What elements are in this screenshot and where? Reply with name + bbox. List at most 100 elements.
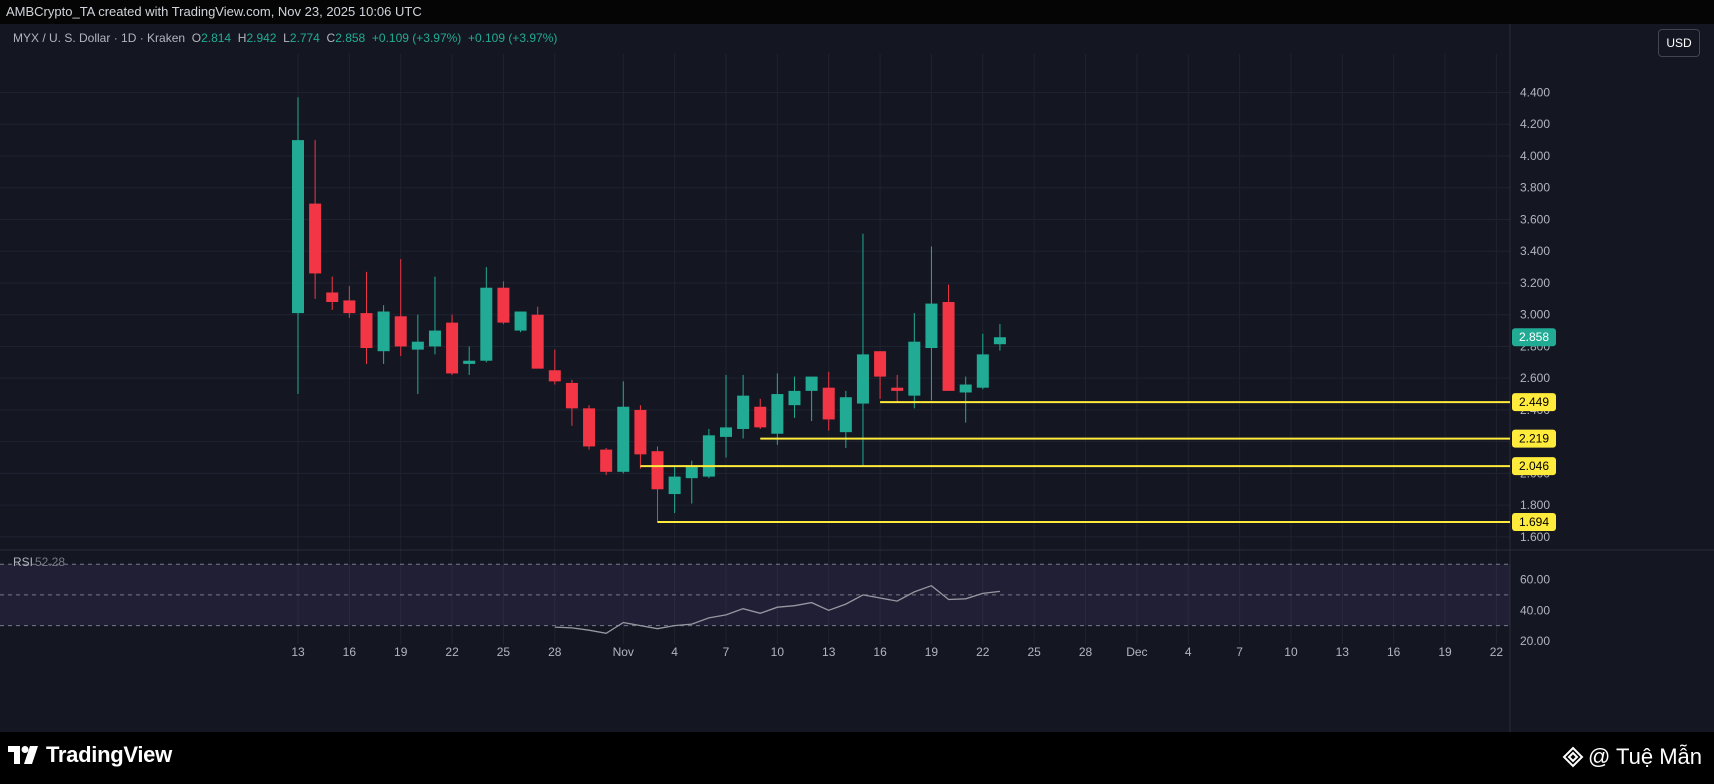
candle-body xyxy=(754,406,767,428)
rsi-tick-label: 20.00 xyxy=(1520,634,1550,648)
time-tick-label: 13 xyxy=(822,645,836,659)
time-tick-label: 19 xyxy=(925,645,939,659)
candle-body xyxy=(497,287,510,323)
tradingview-logo-icon xyxy=(8,746,38,764)
high-label: H xyxy=(237,31,247,45)
time-tick-label: 16 xyxy=(873,645,887,659)
candle-body xyxy=(394,316,407,347)
chart-panel[interactable]: 1.6001.8002.0002.2002.4002.6002.8003.000… xyxy=(0,24,1714,732)
candle-body xyxy=(446,322,459,374)
low-label: L xyxy=(283,31,290,45)
price-tick-label: 2.600 xyxy=(1520,371,1550,385)
time-tick-label: Dec xyxy=(1126,645,1147,659)
candle-body xyxy=(737,395,750,429)
candle-body xyxy=(805,376,818,391)
attribution-text: AMBCrypto_TA created with TradingView.co… xyxy=(6,4,422,19)
candle-body xyxy=(856,354,869,404)
time-tick-label: Nov xyxy=(613,645,634,659)
open-label: O xyxy=(191,31,202,45)
candle-body xyxy=(565,382,578,409)
candle-body xyxy=(411,341,424,350)
currency-button[interactable]: USD xyxy=(1658,29,1700,57)
rsi-value: 52.28 xyxy=(35,555,65,569)
candle-body xyxy=(531,314,544,369)
change-value: +0.109 (+3.97%) xyxy=(371,31,462,45)
time-tick-label: 13 xyxy=(291,645,305,659)
binance-diamond-icon xyxy=(1562,746,1584,768)
time-tick-label: 19 xyxy=(394,645,408,659)
support-level-tag xyxy=(1512,457,1556,476)
price-tick-label: 3.000 xyxy=(1520,308,1550,322)
price-tick-label: 4.000 xyxy=(1520,149,1550,163)
price-tick-label: 3.600 xyxy=(1520,212,1550,226)
current-price-label: 2.858 xyxy=(1519,330,1549,344)
candle-body xyxy=(326,292,339,302)
time-tick-label: 19 xyxy=(1438,645,1452,659)
candle-body xyxy=(360,313,373,349)
price-tick-label: 3.400 xyxy=(1520,244,1550,258)
price-tick-label: 4.200 xyxy=(1520,117,1550,131)
low-value: 2.774 xyxy=(289,31,320,45)
time-tick-label: 10 xyxy=(1284,645,1298,659)
price-tick-label: 4.400 xyxy=(1520,86,1550,100)
candle-body xyxy=(788,390,801,406)
candle-body xyxy=(771,394,784,434)
support-level-label: 2.219 xyxy=(1519,432,1549,446)
time-tick-label: 16 xyxy=(1387,645,1401,659)
open-value: 2.814 xyxy=(201,31,232,45)
candle-body xyxy=(891,387,904,391)
candle-body xyxy=(377,311,390,352)
candle-body xyxy=(583,408,596,447)
candle-body xyxy=(702,435,715,477)
tradingview-logo-text: TradingView xyxy=(46,742,172,767)
time-tick-label: 25 xyxy=(497,645,511,659)
candle-body xyxy=(668,476,681,495)
price-tick-label: 1.800 xyxy=(1520,498,1550,512)
candle-body xyxy=(548,370,561,382)
author-watermark: @ Tuệ Mẫn xyxy=(1562,744,1702,770)
rsi-tick-label: 60.00 xyxy=(1520,573,1550,587)
candle-body xyxy=(720,427,732,437)
time-tick-label: 28 xyxy=(548,645,562,659)
current-price-tag xyxy=(1512,328,1556,347)
price-tick-label: 3.200 xyxy=(1520,276,1550,290)
price-tick-label: 3.800 xyxy=(1520,181,1550,195)
time-tick-label: 10 xyxy=(771,645,785,659)
close-label: C xyxy=(326,31,336,45)
price-chart[interactable]: 1.6001.8002.0002.2002.4002.6002.8003.000… xyxy=(0,24,1714,732)
support-level-label: 2.449 xyxy=(1519,395,1549,409)
candle-body xyxy=(925,303,938,349)
candle-body xyxy=(993,337,1006,345)
candle-body xyxy=(634,409,647,455)
support-level-label: 2.046 xyxy=(1519,459,1549,473)
time-tick-label: 4 xyxy=(1185,645,1192,659)
change-percent-value: +0.109 (+3.97%) xyxy=(467,31,558,45)
candle-body xyxy=(514,311,527,331)
price-tick-label: 1.600 xyxy=(1520,530,1550,544)
candle-body xyxy=(908,341,921,396)
footer: TradingView @ Tuệ Mẫn xyxy=(0,732,1714,784)
candle-body xyxy=(685,467,698,479)
candle-body xyxy=(600,449,613,472)
candle-body xyxy=(651,451,664,490)
candle-body xyxy=(617,406,630,472)
time-tick-label: 13 xyxy=(1336,645,1350,659)
high-value: 2.942 xyxy=(246,31,277,45)
support-level-label: 1.694 xyxy=(1519,515,1549,529)
support-level-tag xyxy=(1512,429,1556,448)
support-level-tag xyxy=(1512,393,1556,412)
time-tick-label: 16 xyxy=(343,645,357,659)
candle-body xyxy=(839,397,852,433)
candle-body xyxy=(292,140,304,314)
candle-body xyxy=(309,203,322,274)
time-tick-label: 4 xyxy=(671,645,678,659)
time-tick-label: 22 xyxy=(976,645,990,659)
tradingview-logo[interactable]: TradingView xyxy=(8,742,172,768)
time-tick-label: 22 xyxy=(445,645,459,659)
time-tick-label: 25 xyxy=(1027,645,1041,659)
support-level-tag xyxy=(1512,512,1556,531)
symbol-title: MYX / U. S. Dollar · 1D · Kraken xyxy=(13,31,186,45)
candle-body xyxy=(942,302,955,391)
close-value: 2.858 xyxy=(335,31,366,45)
rsi-label: RSI xyxy=(13,555,33,569)
